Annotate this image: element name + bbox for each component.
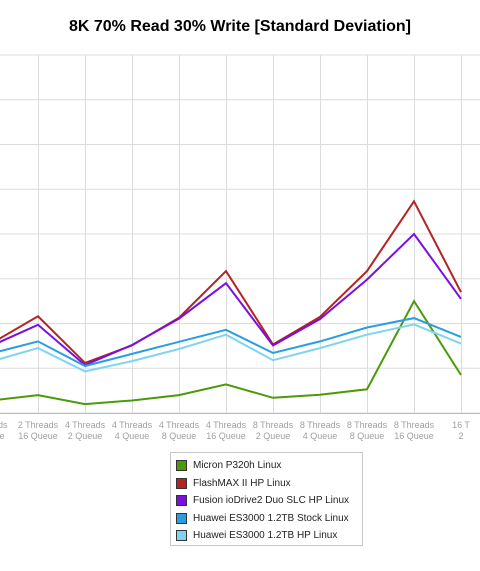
legend-label: Fusion ioDrive2 Duo SLC HP Linux: [193, 495, 350, 507]
x-tick-label: 4 Threads 8 Queue: [159, 420, 200, 441]
legend-item: Fusion ioDrive2 Duo SLC HP Linux: [176, 492, 362, 510]
x-tick-label: 8 Threads 4 Queue: [300, 420, 341, 441]
x-tick-label: 4 Threads 4 Queue: [112, 420, 153, 441]
x-tick-label: 4 Threads 2 Queue: [65, 420, 106, 441]
legend-label: Huawei ES3000 1.2TB HP Linux: [193, 530, 338, 542]
legend-swatch: [176, 512, 187, 524]
x-tick-label: 8 Threads 16 Queue: [394, 420, 435, 441]
legend-label: FlashMAX II HP Linux: [193, 477, 291, 489]
series-line-1: [0, 299, 462, 406]
legend-label: Micron P320h Linux: [193, 460, 282, 472]
legend-item: Huawei ES3000 1.2TB Stock Linux: [176, 510, 362, 528]
legend-swatch: [176, 477, 187, 489]
series-line-5: [0, 323, 462, 373]
legend-swatch: [176, 530, 187, 542]
chart-title: 8K 70% Read 30% Write [Standard Deviatio…: [68, 18, 412, 35]
series-lines: [0, 199, 462, 406]
x-tick-label: 4 Threads 16 Queue: [206, 420, 247, 441]
legend-swatch: [176, 495, 187, 507]
x-tick-label: ThreadsQueue: [0, 420, 8, 441]
legend-swatch: [176, 460, 187, 472]
legend-item: FlashMAX II HP Linux: [176, 475, 362, 493]
x-tick-label: 8 Threads 2 Queue: [253, 420, 294, 441]
legend-item: Micron P320h Linux: [176, 457, 362, 475]
legend-label: Huawei ES3000 1.2TB Stock Linux: [193, 512, 349, 524]
x-tick-label: 8 Threads 8 Queue: [347, 420, 388, 441]
x-tick-label: 2 Threads 16 Queue: [18, 420, 59, 441]
series-line-2: [0, 199, 462, 365]
legend: Micron P320h Linux FlashMAX II HP Linux Fu…: [170, 452, 363, 546]
series-line-4: [0, 317, 462, 368]
series-line-3: [0, 232, 462, 367]
legend-item: Huawei ES3000 1.2TB HP Linux: [176, 527, 362, 545]
